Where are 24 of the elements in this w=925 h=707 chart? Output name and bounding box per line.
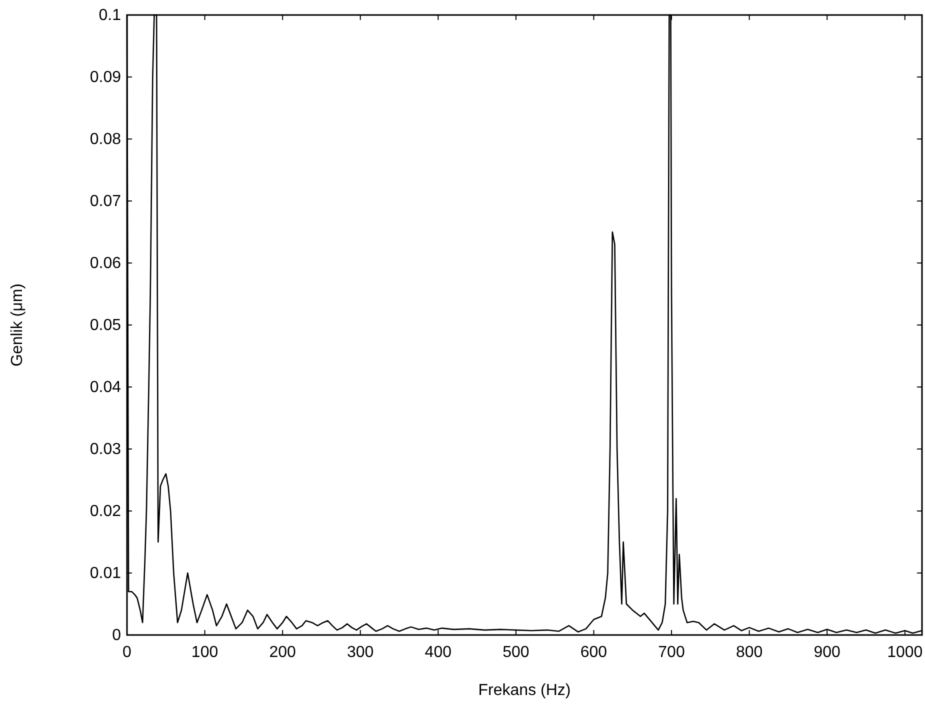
y-tick-label: 0.09 xyxy=(90,69,122,86)
y-tick-label: 0.02 xyxy=(90,503,122,520)
y-tick-label: 0.06 xyxy=(90,255,122,272)
y-tick-label: 0.07 xyxy=(90,193,122,210)
x-axis-title: Frekans (Hz) xyxy=(478,682,571,699)
x-tick-label: 700 xyxy=(658,644,685,661)
x-tick-label: 100 xyxy=(191,644,218,661)
x-tick-label: 600 xyxy=(580,644,608,661)
y-tick-label: 0.04 xyxy=(90,379,122,396)
x-tick-label: 500 xyxy=(502,644,530,661)
x-tick-label: 800 xyxy=(736,644,763,661)
y-tick-label: 0 xyxy=(112,627,122,644)
y-tick-label: 0.01 xyxy=(90,565,122,582)
x-tick-label: 400 xyxy=(424,644,452,661)
y-tick-label: 0.05 xyxy=(90,317,122,334)
y-tick-label: 0.1 xyxy=(98,7,122,24)
x-tick-label: 1000 xyxy=(887,644,923,661)
y-tick-label: 0.03 xyxy=(90,441,122,458)
x-tick-label: 300 xyxy=(347,644,374,661)
y-axis-title: Genlik (μm) xyxy=(9,284,26,366)
x-tick-label: 200 xyxy=(269,644,296,661)
y-tick-label: 0.08 xyxy=(90,131,122,148)
x-tick-label: 0 xyxy=(122,644,132,661)
x-tick-label: 900 xyxy=(814,644,841,661)
